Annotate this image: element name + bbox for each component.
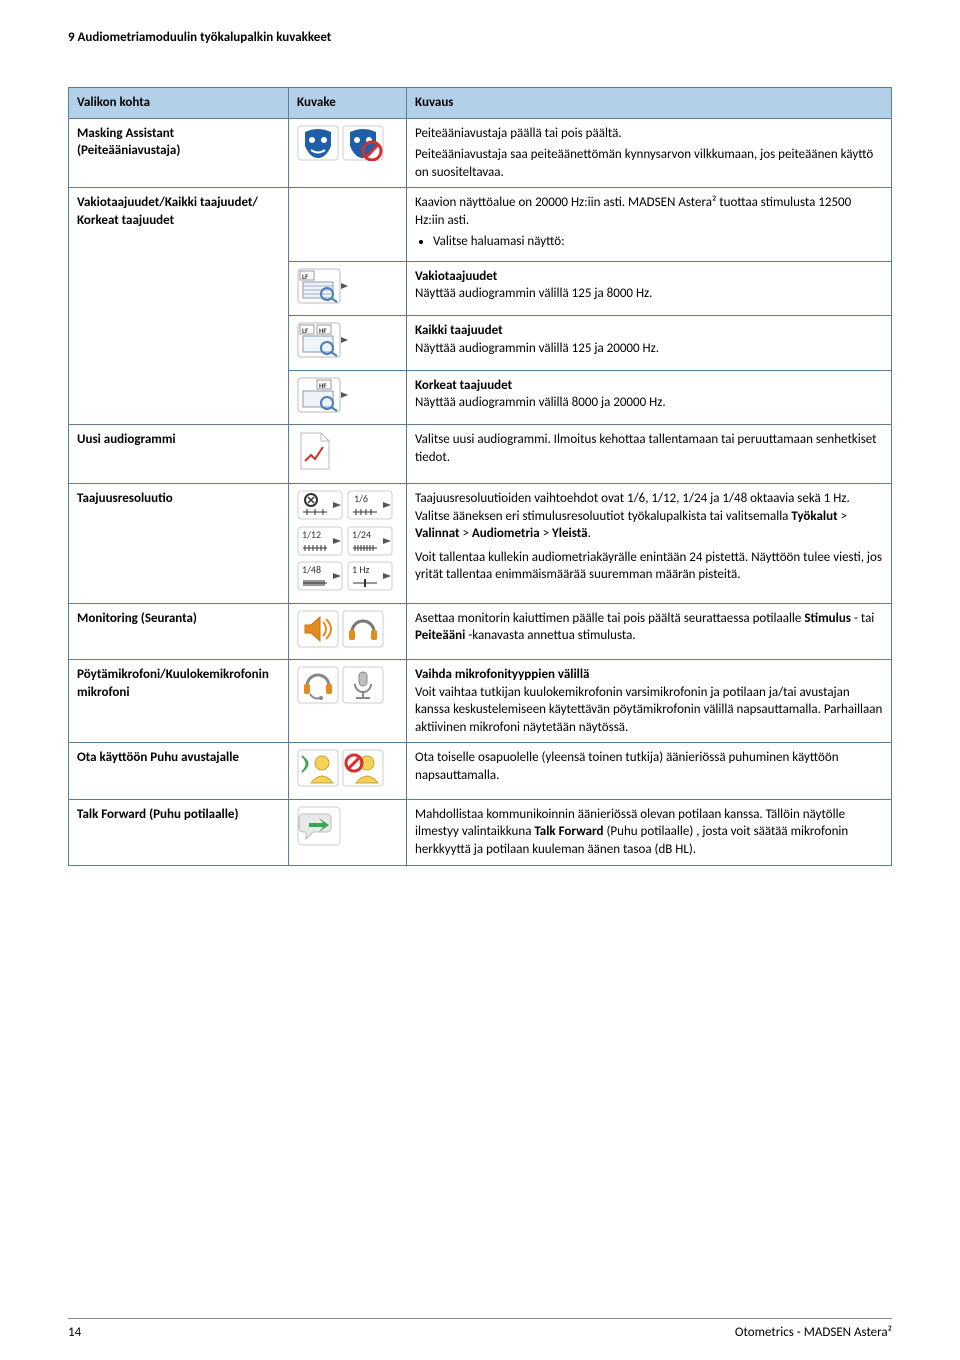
page-footer: 14 Otometrics - MADSEN Astera² <box>68 1318 892 1340</box>
icon-cell-freq-resolution: 1/6 1/12 <box>289 484 407 604</box>
item-mic-types: Pöytämikrofoni/Kuulokemikrofonin mikrofo… <box>69 660 289 743</box>
mask-on-icon <box>297 125 339 167</box>
desc-new-audiogram: Valitse uusi audiogrammi. Ilmoitus kehot… <box>407 425 892 484</box>
table-row: Taajuusresoluutio <box>69 484 892 604</box>
resolution-1-48-icon: 1/48 <box>297 561 343 597</box>
table-row: Ota käyttöön Puhu avustajalle <box>69 743 892 800</box>
icon-cell-hf: HF <box>289 370 407 425</box>
desc-lfhf: Kaikki taajuudet Näyttää audiogrammin vä… <box>407 316 892 371</box>
col-header-icon: Kuvake <box>289 88 407 119</box>
desc-monitoring: Asettaa monitorin kaiuttimen päälle tai … <box>407 603 892 660</box>
resolution-1-12-icon: 1/12 <box>297 526 343 562</box>
headset-icon <box>342 610 384 654</box>
page-header: 9 Audiometriamoduulin työkalupalkin kuva… <box>68 30 892 45</box>
svg-text:HF: HF <box>319 381 327 390</box>
svg-text:1/6: 1/6 <box>354 492 368 505</box>
icon-cell-new-audiogram <box>289 425 407 484</box>
col-header-desc: Kuvaus <box>407 88 892 119</box>
toolbar-icons-table: Valikon kohta Kuvake Kuvaus Masking Assi… <box>68 87 892 866</box>
icon-cell-lf: LF <box>289 261 407 316</box>
icon-cell-masking <box>289 118 407 188</box>
icon-cell-lfhf: LF HF <box>289 316 407 371</box>
talk-forward-icon <box>297 806 341 852</box>
desc-hf: Korkeat taajuudet Näyttää audiogrammin v… <box>407 370 892 425</box>
icon-cell-monitoring <box>289 603 407 660</box>
item-talk-forward: Talk Forward (Puhu potilaalle) <box>69 799 289 865</box>
svg-text:1/24: 1/24 <box>352 528 371 541</box>
mask-off-icon <box>342 125 384 167</box>
icon-cell-talk-forward <box>289 799 407 865</box>
desk-mic-icon <box>342 666 384 710</box>
table-row: Masking Assistant (Peiteääniavustaja) <box>69 118 892 188</box>
icon-cell-mic-types <box>289 660 407 743</box>
item-new-audiogram: Uusi audiogrammi <box>69 425 289 484</box>
desc-talk-forward: Mahdollistaa kommunikoinnin äänieriössä … <box>407 799 892 865</box>
table-row: Vakiotaajuudet/Kaikki taajuudet/ Korkeat… <box>69 188 892 262</box>
col-header-item: Valikon kohta <box>69 88 289 119</box>
table-row: Uusi audiogrammi Valitse uusi audiogramm… <box>69 425 892 484</box>
svg-text:1/48: 1/48 <box>302 563 321 576</box>
svg-text:HF: HF <box>319 326 327 335</box>
audiogram-hf-icon: HF <box>297 377 349 419</box>
talk-assistant-off-icon <box>342 749 384 793</box>
desc-masking: Peiteääniavustaja päällä tai pois päältä… <box>407 118 892 188</box>
item-freq-resolution: Taajuusresoluutio <box>69 484 289 604</box>
item-masking-assistant: Masking Assistant (Peiteääniavustaja) <box>69 118 289 188</box>
resolution-octave-icon <box>297 490 343 526</box>
resolution-1hz-icon: 1 Hz <box>347 561 393 597</box>
page-number: 14 <box>68 1325 81 1340</box>
svg-text:1/12: 1/12 <box>302 528 321 541</box>
item-monitoring: Monitoring (Seuranta) <box>69 603 289 660</box>
desc-freq-parent: Kaavion näyttöalue on 20000 Hz:iin asti.… <box>407 188 892 262</box>
desc-mic-types: Vaihda mikrofonityyppien välillä Voit va… <box>407 660 892 743</box>
item-talk-assistant: Ota käyttöön Puhu avustajalle <box>69 743 289 800</box>
headset-mic-icon <box>297 666 339 710</box>
icon-cell-talk-assistant <box>289 743 407 800</box>
talk-assistant-on-icon <box>297 749 339 793</box>
desc-freq-resolution: Taajuusresoluutioiden vaihtoehdot ovat 1… <box>407 484 892 604</box>
audiogram-lf-icon: LF <box>297 268 349 310</box>
table-row: Pöytämikrofoni/Kuulokemikrofonin mikrofo… <box>69 660 892 743</box>
svg-text:LF: LF <box>302 326 309 335</box>
resolution-1-24-icon: 1/24 <box>347 526 393 562</box>
svg-text:1 Hz: 1 Hz <box>352 563 370 576</box>
desc-talk-assistant: Ota toiselle osapuolelle (yleensä toinen… <box>407 743 892 800</box>
table-row: Monitoring (Seuranta) <box>69 603 892 660</box>
audiogram-lfhf-icon: LF HF <box>297 322 349 364</box>
new-audiogram-icon <box>297 431 333 477</box>
icon-cell-empty <box>289 188 407 262</box>
footer-doc-title: Otometrics - MADSEN Astera² <box>735 1325 892 1340</box>
table-row: Talk Forward (Puhu potilaalle) Mahdollis… <box>69 799 892 865</box>
svg-text:LF: LF <box>302 272 309 281</box>
item-frequency-ranges: Vakiotaajuudet/Kaikki taajuudet/ Korkeat… <box>69 188 289 425</box>
desc-lf: Vakiotaajuudet Näyttää audiogrammin väli… <box>407 261 892 316</box>
speaker-icon <box>297 610 339 654</box>
resolution-1-6-icon: 1/6 <box>347 490 393 526</box>
